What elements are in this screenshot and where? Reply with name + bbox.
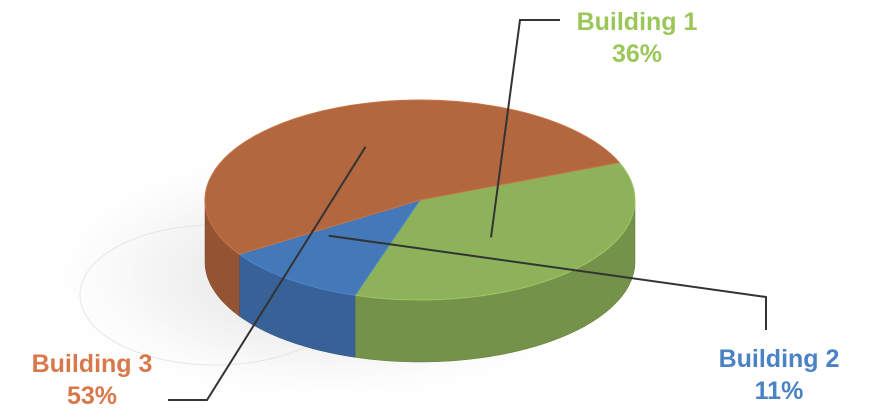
label-value-building-1: 36% [612,40,662,68]
label-name-building-1: Building 1 [577,8,698,36]
label-value-building-3: 53% [67,382,117,410]
slice-building-3 [204,99,621,255]
slice-labels: Building 1 36% Building 2 11% Building 3 53% [32,8,840,410]
leader-lines [168,19,767,401]
leader-line-building-1 [490,19,560,238]
pie-tops [204,99,636,301]
label-name-building-2: Building 2 [719,345,840,373]
label-name-building-3: Building 3 [32,350,153,378]
pie-sides [204,199,636,363]
leader-line-building-2 [328,234,767,330]
slice-building-2 [238,199,422,296]
label-value-building-2: 11% [755,377,804,405]
leader-line-building-3 [168,146,367,401]
slice-building-1 [354,161,636,301]
